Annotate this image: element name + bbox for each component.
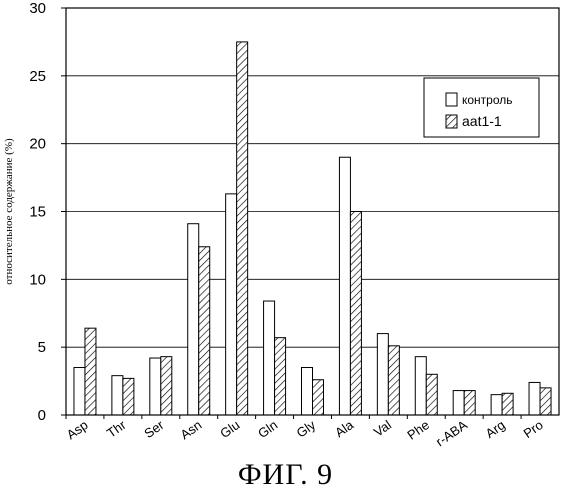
bar-Thr-aat1-1 — [123, 378, 134, 415]
bar-Gln-control — [264, 301, 275, 415]
x-tick-label: Ala — [332, 417, 357, 441]
x-tick-label: Val — [371, 417, 394, 440]
bar-Glu-control — [226, 194, 237, 415]
x-tick-label: Asn — [177, 417, 204, 442]
bar-Asp-aat1-1 — [85, 328, 96, 415]
x-tick-label: Gln — [255, 417, 280, 441]
y-tick-label: 20 — [29, 136, 46, 153]
y-tick-label: 15 — [29, 204, 46, 221]
legend-swatch-control — [446, 93, 457, 106]
bar-Asn-control — [188, 224, 199, 415]
y-tick-label: 25 — [29, 68, 46, 85]
bar-Gly-control — [302, 368, 313, 415]
bar-Arg-control — [491, 395, 502, 415]
x-tick-label: Pro — [521, 417, 546, 441]
bar-Pro-aat1-1 — [540, 388, 551, 415]
legend-label-aat1-1: aat1-1 — [462, 113, 502, 129]
figure-caption: ФИГ. 9 — [0, 458, 571, 492]
bar-Ser-control — [150, 358, 161, 415]
x-tick-label: Phe — [404, 417, 432, 443]
legend-swatch-aat1-1 — [446, 115, 457, 128]
bar-Ala-control — [339, 157, 350, 415]
bar-Val-control — [377, 334, 388, 415]
bar-Pro-control — [529, 382, 540, 415]
x-tick-label: Asp — [64, 417, 91, 442]
bar-Gln-aat1-1 — [275, 338, 286, 415]
bar-Arg-aat1-1 — [502, 393, 513, 415]
x-axis-labels: Asp Thr Ser Asn Glu Gln Gly Ala Val Pher-ABA Arg Pr… — [64, 415, 546, 449]
y-axis-ticks: 0 5 10 15 20 25 30 — [29, 0, 66, 424]
bar-Glu-aat1-1 — [237, 42, 248, 415]
bar-Thr-control — [112, 376, 123, 415]
y-tick-label: 0 — [38, 407, 46, 424]
x-tick-label: Glu — [217, 417, 242, 441]
x-tick-label: Gly — [294, 417, 319, 441]
bar-Asp-control — [74, 368, 85, 415]
bar-Val-aat1-1 — [388, 346, 399, 415]
legend: контроль aat1-1 — [424, 78, 539, 137]
x-tick-label: Thr — [104, 417, 129, 441]
y-tick-label: 5 — [38, 339, 46, 356]
bar-Gly-aat1-1 — [313, 380, 324, 415]
bar-r-ABA-control — [453, 391, 464, 415]
x-tick-label: Ser — [141, 417, 167, 441]
y-tick-label: 10 — [29, 271, 46, 288]
bar-r-ABA-aat1-1 — [464, 391, 475, 415]
y-tick-label: 30 — [29, 0, 46, 17]
legend-label-control: контроль — [462, 93, 513, 107]
bar-Phe-control — [415, 357, 426, 415]
bar-Phe-aat1-1 — [426, 374, 437, 415]
x-tick-label: Arg — [483, 417, 508, 441]
bar-Asn-aat1-1 — [199, 247, 210, 415]
bar-Ser-aat1-1 — [161, 357, 172, 415]
x-tick-label: r-ABA — [433, 417, 470, 449]
y-axis-title: относительное содержание (%) — [3, 138, 15, 285]
bar-Ala-aat1-1 — [350, 212, 361, 416]
